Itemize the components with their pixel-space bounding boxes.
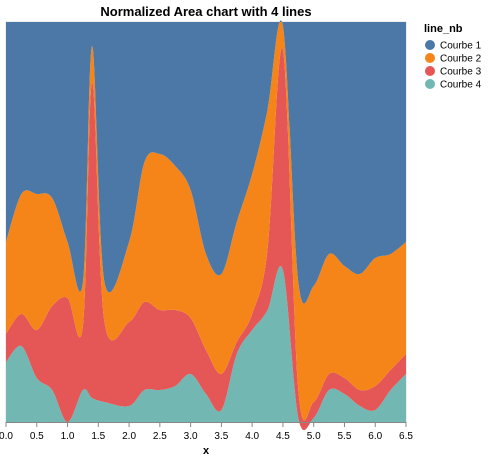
x-tick-label: 3.5 [214,431,228,442]
x-tick-label: 6.5 [399,431,413,442]
area-courbe-1 [6,20,406,304]
x-tick-label: 4.5 [276,431,290,442]
x-tick-label: 3.0 [184,431,198,442]
area-courbe-2 [6,20,406,421]
chart-title: Normalized Area chart with 4 lines [100,4,311,19]
x-tick-label: 5.5 [338,431,352,442]
legend-swatch-courbe-4 [425,79,435,89]
area-courbe-3 [6,47,406,431]
x-tick-label: 2.0 [122,431,136,442]
legend: line_nb Courbe 1 Courbe 2 Courbe 3 Courbe 4 [424,23,482,91]
legend-swatch-courbe-3 [425,66,435,76]
x-tick-label: 0.0 [0,431,13,442]
legend-label-courbe-4: Courbe 4 [440,80,482,91]
x-tick-label: 2.5 [153,431,167,442]
legend-label-courbe-1: Courbe 1 [440,41,482,52]
x-tick-label: 1.0 [61,431,75,442]
x-tick-label: 4.0 [245,431,259,442]
x-tick-label: 6.0 [368,431,382,442]
x-tick-label: 1.5 [91,431,105,442]
legend-swatch-courbe-1 [425,40,435,50]
x-tick-label: 5.0 [307,431,321,442]
legend-title: line_nb [424,23,463,35]
x-axis-title: x [203,445,210,457]
x-tick-label: 0.5 [30,431,44,442]
area-courbe-4 [6,265,406,431]
legend-swatch-courbe-2 [425,53,435,63]
legend-label-courbe-2: Courbe 2 [440,54,482,65]
legend-label-courbe-3: Courbe 3 [440,67,482,78]
plot-area [5,20,407,431]
x-axis: 0.0 0.5 1.0 1.5 2.0 2.5 3.0 3.5 4.0 4.5 5.0 5.5 6.0 6… [0,422,413,442]
